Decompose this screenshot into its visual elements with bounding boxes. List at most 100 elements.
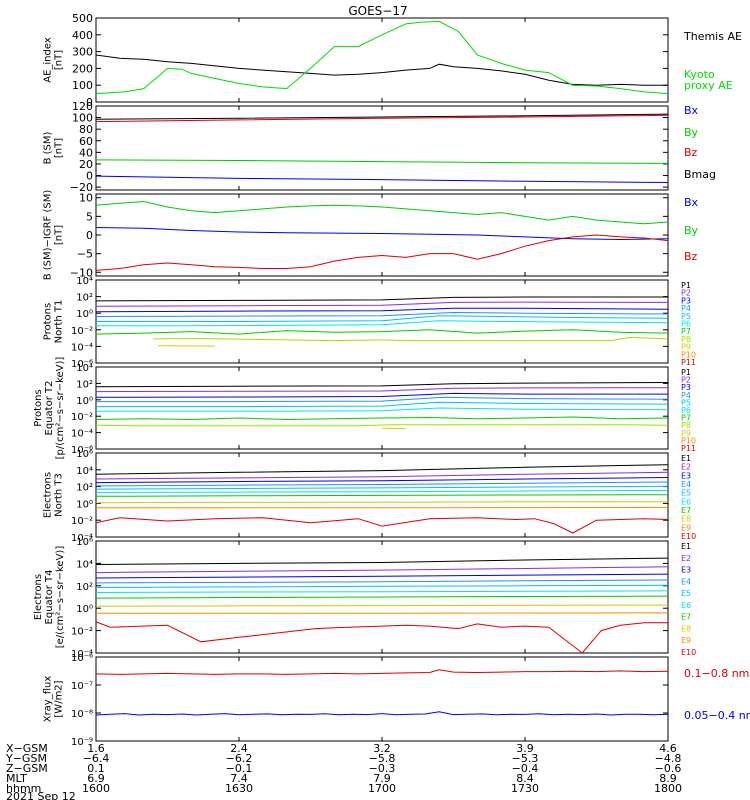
series-line-e3 [95,573,669,579]
legend-item: E2 [681,463,691,472]
series-line-p7 [95,329,669,335]
x-axis-value: 1.6 [87,742,105,755]
legend-item: E10 [681,532,696,541]
y-axis-label: North T1 [54,300,65,344]
panel-3: −10 −5 0 5 10 B (SM)−IGRF (SM) [nT] Bx By Bz [43,190,699,281]
y-tick-label: 0 [86,229,93,242]
y-tick-label: 0 [86,170,93,183]
series-line-p1 [95,382,669,388]
series-line-p8 [95,424,669,427]
x-axis-value: 4.6 [659,742,677,755]
series-line-p7 [95,416,669,421]
y-tick-label: 10⁻⁴ [71,533,93,544]
x-axis-value: −6.2 [226,752,253,765]
y-axis-label: North T3 [54,473,65,517]
legend-item: P4 [681,304,691,313]
legend-item: Kyoto [684,68,715,81]
series-line-p4 [95,311,669,317]
y-tick-label: 10⁻⁶ [71,653,93,664]
legend-item: E4 [681,577,691,586]
y-tick-label: 10⁰ [76,396,93,407]
y-axis-label: [W/m2] [54,680,65,717]
y-axis-label: AE_index [43,37,54,83]
panel-frame [95,366,669,450]
chart-title: GOES−17 [348,4,407,18]
legend-item: E5 [681,589,691,598]
date-label: 2021 Sep 12 [6,790,76,800]
y-axis-label: [nT] [54,225,65,245]
y-axis-label: [e/(cm²−s−sr−keV)] [55,546,66,649]
x-axis-value: 6.9 [87,772,105,785]
series-line-0-1-0-8-nm [95,669,669,675]
y-axis-label: Protons [33,389,44,426]
y-axis-label: Electrons [43,472,54,518]
x-axis-value: 0.1 [87,762,105,775]
y-axis-label: Protons [43,303,54,340]
legend-item: Bz [684,146,698,159]
x-axis-value: 2.4 [230,742,248,755]
series-line-themis-ae [95,54,668,86]
y-tick-label: 10⁻² [71,412,93,423]
y-tick-label: 10⁰ [76,604,93,615]
legend-item: E6 [681,601,691,610]
x-axis-value: −4.8 [655,752,682,765]
series-line-p3 [95,392,668,398]
y-tick-label: 10² [76,582,93,593]
panel-1: 0 100 200 300 400 500 AE_index [nT] Themis AE Kyo… [43,12,742,109]
legend-item: E7 [681,506,691,515]
y-tick-label: 10⁰ [76,309,93,320]
series-line-bz [95,234,669,271]
panel-frame [95,17,669,103]
y-tick-label: 10⁴ [76,559,93,570]
x-axis-row-label: MLT [6,772,27,785]
x-axis-value: 7.4 [230,772,248,785]
x-axis-value: 1700 [368,782,396,795]
x-axis-value: −0.6 [655,762,682,775]
series-line-p5 [96,315,669,322]
x-axis-value: 1630 [225,782,253,795]
series-line-bx [95,227,669,241]
legend-item: E7 [681,613,691,622]
panel-7: 10⁻⁴ 10⁻² 10⁰ 10² 10⁴ 10⁶ Electrons Equator T4[… [33,537,696,660]
y-tick-label: 10⁻⁸ [71,709,93,720]
series-line-e7 [95,494,669,497]
y-tick-label: −10 [70,266,93,279]
series-line-by [95,159,669,164]
y-axis-label: B (SM) [43,131,54,164]
legend-item: P9 [681,343,691,352]
series-line-p2 [95,301,669,307]
legend-item: P5 [681,398,691,407]
y-tick-label: 10⁶ [76,537,93,548]
x-axis-value: 8.4 [516,772,534,785]
legend-item: Bz [684,250,698,263]
legend-item: P7 [681,414,691,423]
x-axis-value: −5.3 [512,752,539,765]
series-line-p6 [96,320,669,327]
y-tick-label: 0 [86,96,93,109]
legend-item: 0.1−0.8 nm [684,667,749,680]
y-tick-label: −20 [70,181,93,194]
legend-item: P11 [681,358,696,367]
legend-item: E5 [681,489,691,498]
panel-8: 10⁻⁹ 10⁻⁸ 10⁻⁷ 10⁻⁶ Xray_flux [W/m2] 0.1−0.8 n… [43,653,750,748]
series-line-e7 [95,595,669,599]
y-tick-label: 120 [72,100,93,113]
y-tick-label: 10⁶ [76,449,93,460]
x-axis-value: −0.3 [369,762,396,775]
y-tick-label: 10² [76,483,93,494]
series-line-p3 [95,307,669,313]
series-line-p9 [381,427,406,430]
series-line-p2 [95,387,669,393]
legend-item: E3 [681,471,691,480]
legend-item: P11 [681,444,696,453]
legend-item: Bmag [684,168,716,181]
x-axis-row-label: X−GSM [6,742,48,755]
legend-item: E1 [681,542,691,551]
legend-item: E9 [681,636,691,645]
legend-item: P2 [681,289,691,298]
x-axis-value: 8.9 [659,772,677,785]
legend-item: P6 [681,406,691,415]
y-tick-label: −5 [77,248,93,261]
